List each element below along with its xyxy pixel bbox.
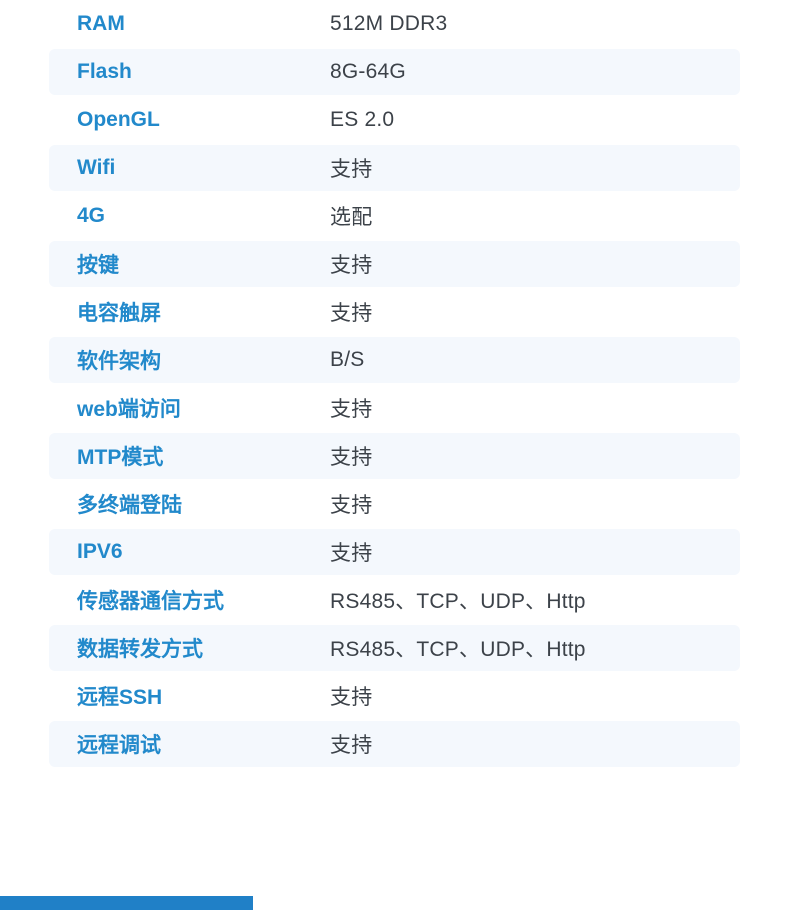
spec-value: 支持 — [330, 686, 373, 709]
spec-row-data-forward: 数据转发方式 RS485、TCP、UDP、Http — [0, 624, 790, 672]
spec-row-sensor-comm: 传感器通信方式 RS485、TCP、UDP、Http — [0, 576, 790, 624]
spec-row-wifi: Wifi 支持 — [0, 144, 790, 192]
spec-value: 支持 — [330, 494, 373, 517]
spec-row-4g: 4G 选配 — [0, 192, 790, 240]
spec-value: RS485、TCP、UDP、Http — [330, 590, 586, 613]
spec-value: 支持 — [330, 542, 373, 565]
spec-value: 支持 — [330, 734, 373, 757]
spec-row-ram: RAM 512M DDR3 — [0, 0, 790, 48]
spec-value: 选配 — [330, 206, 373, 229]
spec-label: MTP模式 — [77, 446, 164, 469]
spec-label: 传感器通信方式 — [77, 590, 224, 613]
spec-label: OpenGL — [77, 108, 160, 131]
spec-value: 支持 — [330, 254, 373, 277]
spec-row-buttons: 按键 支持 — [0, 240, 790, 288]
spec-value: 支持 — [330, 398, 373, 421]
spec-label: Flash — [77, 60, 132, 83]
spec-value: 8G-64G — [330, 60, 406, 83]
spec-row-mtp-mode: MTP模式 支持 — [0, 432, 790, 480]
spec-value: RS485、TCP、UDP、Http — [330, 638, 586, 661]
spec-row-ipv6: IPV6 支持 — [0, 528, 790, 576]
spec-value: ES 2.0 — [330, 108, 395, 131]
spec-value: 支持 — [330, 158, 373, 181]
spec-label: 远程调试 — [77, 734, 161, 757]
spec-value: 支持 — [330, 302, 373, 325]
spec-label: IPV6 — [77, 540, 123, 563]
spec-row-web-access: web端访问 支持 — [0, 384, 790, 432]
spec-row-multi-login: 多终端登陆 支持 — [0, 480, 790, 528]
spec-label: 多终端登陆 — [77, 494, 182, 517]
spec-row-opengl: OpenGL ES 2.0 — [0, 96, 790, 144]
spec-value: 512M DDR3 — [330, 12, 448, 35]
spec-label: 软件架构 — [77, 350, 161, 373]
spec-label: 按键 — [77, 254, 119, 277]
spec-row-remote-ssh: 远程SSH 支持 — [0, 672, 790, 720]
footer-accent-bar — [0, 896, 253, 910]
spec-label: 4G — [77, 204, 106, 227]
spec-label: 电容触屏 — [77, 302, 161, 325]
spec-label: web端访问 — [77, 398, 181, 421]
spec-label: RAM — [77, 12, 125, 35]
spec-table: RAM 512M DDR3 Flash 8G-64G OpenGL ES 2.0… — [0, 0, 790, 768]
spec-row-software-arch: 软件架构 B/S — [0, 336, 790, 384]
spec-value: 支持 — [330, 446, 373, 469]
spec-label: 远程SSH — [77, 686, 163, 709]
spec-row-remote-debug: 远程调试 支持 — [0, 720, 790, 768]
spec-label: Wifi — [77, 156, 116, 179]
spec-row-flash: Flash 8G-64G — [0, 48, 790, 96]
spec-label: 数据转发方式 — [77, 638, 203, 661]
spec-row-touchscreen: 电容触屏 支持 — [0, 288, 790, 336]
spec-value: B/S — [330, 348, 365, 371]
